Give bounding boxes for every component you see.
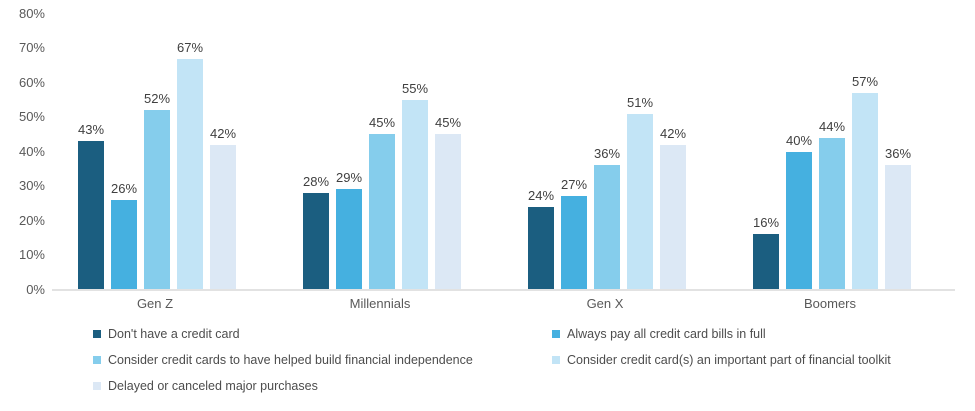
bar-rect[interactable] xyxy=(111,199,137,289)
category-label-gen-x: Gen X xyxy=(586,296,624,311)
legend-item-financial-independence[interactable]: Consider credit cards to have helped bui… xyxy=(93,353,473,367)
legend-item-delayed-purchases[interactable]: Delayed or canceled major purchases xyxy=(93,379,318,393)
legend-item-financial-toolkit[interactable]: Consider credit card(s) an important par… xyxy=(552,353,891,367)
legend-label-series-2: Always pay all credit card bills in full xyxy=(567,327,766,341)
bar-rect[interactable] xyxy=(753,234,779,289)
bar-rect[interactable] xyxy=(303,192,329,289)
bar-gen-x-series-2[interactable]: 27% xyxy=(561,0,587,289)
bar-rect[interactable] xyxy=(627,113,653,289)
legend-label-series-3: Consider credit cards to have helped bui… xyxy=(108,353,473,367)
bar-rect[interactable] xyxy=(786,151,812,289)
bar-gen-x-series-4[interactable]: 51% xyxy=(627,0,653,289)
bar-value-label: 40% xyxy=(785,132,813,148)
y-tick-60: 60% xyxy=(18,75,45,90)
bar-rect[interactable] xyxy=(402,99,428,289)
legend-label-series-4: Consider credit card(s) an important par… xyxy=(567,353,891,367)
bar-rect[interactable] xyxy=(336,189,362,289)
category-label-gen-z: Gen Z xyxy=(136,296,174,311)
bar-value-label: 28% xyxy=(302,173,330,189)
bar-boomers-series-4[interactable]: 57% xyxy=(852,0,878,289)
bar-value-label: 26% xyxy=(110,180,138,196)
bar-rect[interactable] xyxy=(852,93,878,289)
bar-group-gen-z: 43% 26% 52% 67% 42% xyxy=(78,0,236,289)
bar-rect[interactable] xyxy=(528,206,554,289)
bar-gen-z-series-5[interactable]: 42% xyxy=(210,0,236,289)
bar-rect[interactable] xyxy=(369,134,395,289)
bar-gen-x-series-5[interactable]: 42% xyxy=(660,0,686,289)
legend-item-dont-have-credit-card[interactable]: Don't have a credit card xyxy=(93,327,240,341)
bar-value-label: 16% xyxy=(752,215,780,230)
bar-rect[interactable] xyxy=(144,110,170,289)
bar-rect[interactable] xyxy=(561,196,587,289)
bar-rect[interactable] xyxy=(78,141,104,289)
bar-value-label: 27% xyxy=(560,177,588,193)
category-label-boomers: Boomers xyxy=(803,296,857,311)
bar-millennials-series-2[interactable]: 29% xyxy=(336,0,362,289)
bar-group-millennials: 28% 29% 45% 55% 45% xyxy=(303,0,461,289)
legend-swatch-icon-series-1 xyxy=(93,330,101,338)
bar-gen-z-series-4[interactable]: 67% xyxy=(177,0,203,289)
legend-label-series-5: Delayed or canceled major purchases xyxy=(108,379,318,393)
bar-value-label: 67% xyxy=(176,39,204,55)
bar-value-label: 42% xyxy=(209,125,237,141)
y-tick-10: 10% xyxy=(18,247,45,262)
bar-value-label: 52% xyxy=(143,91,171,107)
bar-value-label: 43% xyxy=(77,122,105,138)
bar-rect[interactable] xyxy=(885,165,911,289)
bar-value-label: 57% xyxy=(851,74,879,90)
bar-millennials-series-1[interactable]: 28% xyxy=(303,0,329,289)
bar-rect[interactable] xyxy=(660,144,686,289)
bar-millennials-series-5[interactable]: 45% xyxy=(435,0,461,289)
bar-gen-z-series-2[interactable]: 26% xyxy=(111,0,137,289)
y-tick-30: 30% xyxy=(18,178,45,193)
bar-gen-z-series-1[interactable]: 43% xyxy=(78,0,104,289)
bar-rect[interactable] xyxy=(594,165,620,289)
y-tick-20: 20% xyxy=(18,213,45,228)
plot-area: 80% 70% 60% 50% 40% 30% 20% 10% 0% 43% 26… xyxy=(18,0,955,311)
y-tick-0: 0% xyxy=(26,282,45,297)
bar-rect[interactable] xyxy=(435,134,461,289)
legend-label-series-1: Don't have a credit card xyxy=(108,327,240,341)
category-label-millennials: Millennials xyxy=(349,296,411,311)
bar-boomers-series-1[interactable]: 16% xyxy=(753,0,779,289)
chart-legend: Don't have a credit card Always pay all … xyxy=(0,320,975,411)
bar-rect[interactable] xyxy=(177,58,203,289)
bar-boomers-series-3[interactable]: 44% xyxy=(819,0,845,289)
bar-value-label: 45% xyxy=(434,115,462,131)
bar-value-label: 51% xyxy=(626,94,654,110)
bar-value-label: 36% xyxy=(884,146,912,162)
legend-swatch-icon-series-2 xyxy=(552,330,560,338)
y-tick-70: 70% xyxy=(18,40,45,55)
bar-rect[interactable] xyxy=(819,137,845,289)
bar-gen-x-series-3[interactable]: 36% xyxy=(594,0,620,289)
y-tick-40: 40% xyxy=(18,144,45,159)
x-axis-baseline xyxy=(52,289,955,291)
legend-swatch-icon-series-4 xyxy=(552,356,560,364)
bar-boomers-series-5[interactable]: 36% xyxy=(885,0,911,289)
bar-value-label: 36% xyxy=(593,146,621,162)
bar-gen-x-series-1[interactable]: 24% xyxy=(528,0,554,289)
y-tick-50: 50% xyxy=(18,109,45,124)
bar-value-label: 42% xyxy=(659,125,687,141)
bar-group-boomers: 16% 40% 44% 57% 36% xyxy=(753,0,911,289)
bar-value-label: 44% xyxy=(818,118,846,134)
bar-value-label: 45% xyxy=(368,115,396,131)
legend-item-always-pay-in-full[interactable]: Always pay all credit card bills in full xyxy=(552,327,766,341)
bar-value-label: 55% xyxy=(401,80,429,96)
bar-millennials-series-3[interactable]: 45% xyxy=(369,0,395,289)
bar-rect[interactable] xyxy=(210,144,236,289)
legend-swatch-icon-series-3 xyxy=(93,356,101,364)
bar-value-label: 24% xyxy=(527,187,555,203)
y-tick-80: 80% xyxy=(18,6,45,21)
bar-group-gen-x: 24% 27% 36% 51% 42% xyxy=(528,0,686,289)
bar-gen-z-series-3[interactable]: 52% xyxy=(144,0,170,289)
bar-boomers-series-2[interactable]: 40% xyxy=(786,0,812,289)
bar-millennials-series-4[interactable]: 55% xyxy=(402,0,428,289)
bar-value-label: 29% xyxy=(335,170,363,186)
legend-swatch-icon-series-5 xyxy=(93,382,101,390)
